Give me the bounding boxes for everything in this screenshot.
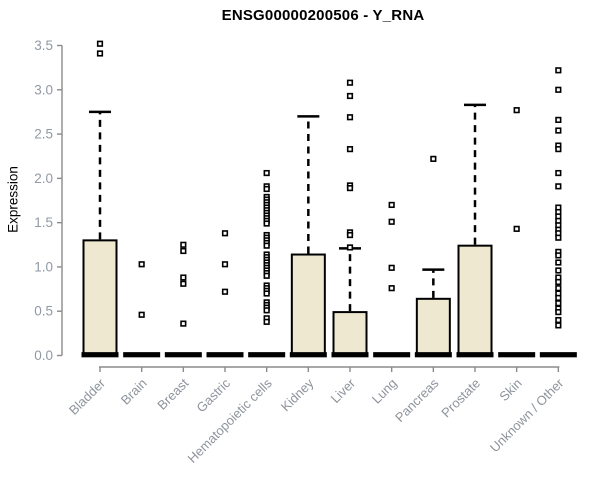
data-point xyxy=(555,183,562,190)
data-point xyxy=(513,225,520,232)
data-point xyxy=(555,322,562,329)
median-bar xyxy=(289,352,327,358)
category-label: Prostate xyxy=(438,376,483,421)
box-Pancreas xyxy=(415,297,451,357)
data-point xyxy=(555,300,562,307)
data-point xyxy=(346,146,354,153)
data-point xyxy=(180,241,187,248)
data-point xyxy=(555,267,562,274)
category-label: Gastric xyxy=(193,375,233,415)
data-point xyxy=(180,247,187,255)
median-bar xyxy=(539,352,577,358)
data-point xyxy=(555,285,562,292)
data-point xyxy=(555,67,562,74)
median-bar xyxy=(456,352,494,358)
category-label: Brain xyxy=(118,376,150,408)
category-label: Pancreas xyxy=(392,375,442,425)
median-bar xyxy=(498,352,536,358)
data-point xyxy=(263,272,270,279)
chart-title: ENSG00000200506 - Y_RNA xyxy=(221,7,425,24)
data-point xyxy=(555,234,562,241)
y-tick-label: 2.0 xyxy=(34,171,53,186)
median-bar xyxy=(81,352,119,358)
category-label: Liver xyxy=(328,375,359,406)
category-label: Kidney xyxy=(278,375,317,414)
data-point xyxy=(346,114,354,121)
data-point xyxy=(346,231,354,239)
data-point xyxy=(555,316,562,324)
data-point xyxy=(263,307,270,314)
data-point xyxy=(555,309,562,316)
data-point xyxy=(221,230,229,237)
y-axis-title: Expression xyxy=(5,166,21,233)
data-point xyxy=(96,50,104,57)
data-point xyxy=(346,244,354,251)
data-point xyxy=(346,92,354,100)
y-tick-label: 1.5 xyxy=(34,215,53,230)
data-point xyxy=(388,264,395,271)
median-bar xyxy=(414,352,452,358)
box-Bladder xyxy=(82,239,118,357)
data-point xyxy=(138,311,145,318)
data-point xyxy=(555,116,562,124)
data-point xyxy=(555,146,562,153)
data-point xyxy=(388,201,395,209)
median-bar xyxy=(206,352,244,358)
data-point xyxy=(138,261,145,268)
data-point xyxy=(221,261,229,268)
data-point xyxy=(388,285,395,292)
data-point xyxy=(346,185,354,192)
y-tick-label: 2.5 xyxy=(34,127,53,142)
y-tick-label: 1.0 xyxy=(34,259,53,274)
median-bar xyxy=(373,352,411,358)
box-Liver xyxy=(332,311,368,357)
data-point xyxy=(180,320,187,327)
data-point xyxy=(263,318,270,325)
category-label: Breast xyxy=(154,375,191,412)
category-label: Skin xyxy=(496,376,524,404)
data-point xyxy=(263,290,270,297)
data-point xyxy=(555,169,562,177)
data-point xyxy=(555,294,562,302)
data-point xyxy=(388,218,395,225)
data-point xyxy=(96,40,104,47)
category-label: Lung xyxy=(369,376,400,407)
data-point xyxy=(180,274,187,281)
data-point xyxy=(180,280,187,287)
data-point xyxy=(555,127,562,134)
data-point xyxy=(263,169,270,177)
data-point xyxy=(555,278,562,286)
y-tick-label: 0.5 xyxy=(34,304,53,319)
data-point xyxy=(555,252,562,259)
data-point xyxy=(263,242,270,249)
box-Kidney xyxy=(290,253,326,357)
data-point xyxy=(221,288,229,295)
category-label: Unknown / Other xyxy=(487,375,567,455)
median-bar xyxy=(164,352,202,358)
y-tick-label: 3.5 xyxy=(34,38,53,53)
y-tick-label: 3.0 xyxy=(34,82,53,97)
data-point xyxy=(430,155,437,162)
data-point xyxy=(555,259,562,266)
data-point xyxy=(263,185,270,193)
median-bar xyxy=(248,352,286,358)
median-bar xyxy=(123,352,161,358)
data-point xyxy=(346,79,354,86)
median-bar xyxy=(331,352,369,358)
data-point xyxy=(555,86,562,93)
y-tick-label: 0.0 xyxy=(34,348,53,363)
category-label: Bladder xyxy=(66,375,109,418)
data-point xyxy=(513,107,520,114)
data-point xyxy=(263,220,270,227)
box-Prostate xyxy=(457,244,493,357)
